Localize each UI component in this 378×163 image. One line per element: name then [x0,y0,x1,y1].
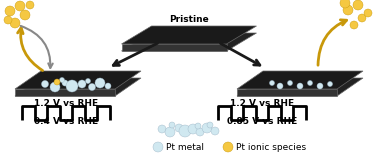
Circle shape [307,81,313,86]
Circle shape [78,80,86,88]
Circle shape [4,16,12,24]
Circle shape [169,122,175,128]
Circle shape [20,10,30,20]
Circle shape [15,1,25,11]
Polygon shape [237,71,363,89]
Polygon shape [121,26,257,44]
Circle shape [270,81,274,86]
Polygon shape [121,33,257,51]
Circle shape [196,128,204,136]
Circle shape [350,21,358,29]
Circle shape [165,127,175,137]
Circle shape [207,122,213,128]
Circle shape [153,142,163,152]
Circle shape [66,80,78,92]
Circle shape [195,123,201,129]
Circle shape [158,125,166,133]
Circle shape [202,123,212,133]
Polygon shape [237,89,337,96]
Circle shape [59,77,65,82]
Circle shape [211,127,219,135]
Text: Pt metal: Pt metal [166,142,204,151]
Polygon shape [237,78,363,96]
Circle shape [10,18,20,28]
Polygon shape [15,71,141,89]
Circle shape [175,124,183,132]
Circle shape [327,82,333,87]
Circle shape [364,9,372,17]
Circle shape [340,0,350,8]
Polygon shape [15,89,115,96]
Text: 1.2 V vs RHE: 1.2 V vs RHE [230,98,294,108]
Circle shape [317,83,323,89]
Text: 0.4 V vs RHE: 0.4 V vs RHE [34,118,98,126]
Text: Pristine: Pristine [169,15,209,24]
Circle shape [50,82,60,92]
Text: 1.2 V vs RHE: 1.2 V vs RHE [34,98,98,108]
Circle shape [95,78,105,88]
Circle shape [62,80,68,86]
Circle shape [277,83,283,89]
Circle shape [88,83,96,90]
Circle shape [223,142,233,152]
Circle shape [85,79,90,83]
Circle shape [297,83,303,89]
Circle shape [5,6,15,16]
Circle shape [343,5,353,15]
Circle shape [358,14,366,22]
Circle shape [353,0,363,10]
Circle shape [105,83,111,89]
Polygon shape [15,78,141,96]
Circle shape [179,125,191,137]
Circle shape [188,124,198,134]
Polygon shape [121,44,226,51]
Circle shape [42,81,48,88]
Circle shape [54,79,60,85]
Text: 0.85 V vs RHE: 0.85 V vs RHE [227,118,297,126]
Text: Pt ionic species: Pt ionic species [236,142,306,151]
Circle shape [288,81,293,86]
Circle shape [26,1,34,9]
